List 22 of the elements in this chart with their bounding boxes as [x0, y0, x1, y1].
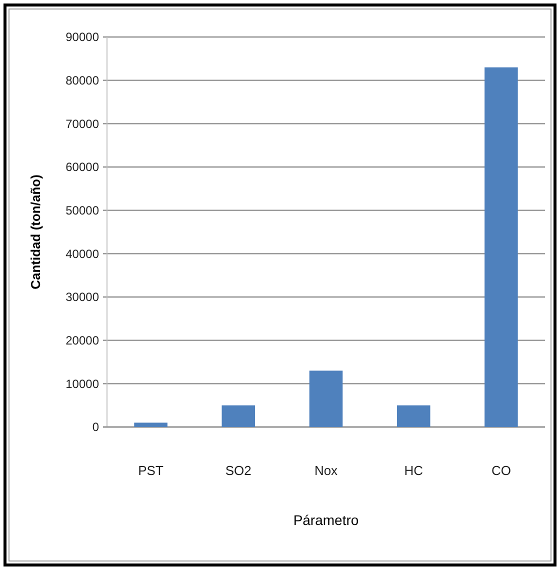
x-tick-label: HC [404, 463, 423, 478]
x-tick-label: SO2 [225, 463, 252, 478]
y-tick-label: 80000 [66, 74, 100, 88]
y-tick-label: 40000 [66, 246, 100, 261]
y-tick-label: 60000 [66, 160, 100, 174]
bar [134, 422, 168, 427]
y-tick-label: 70000 [66, 116, 100, 131]
x-tick-label: PST [138, 463, 164, 478]
y-tick-label: 10000 [66, 376, 100, 391]
y-tick-label: 30000 [66, 290, 100, 304]
x-tick-label: CO [491, 463, 511, 478]
y-tick-label: 50000 [66, 204, 100, 218]
y-axis-title: Cantidad (ton/año) [28, 174, 43, 290]
x-axis-title: Párametro [293, 512, 359, 528]
y-tick-label: 20000 [66, 334, 100, 348]
bar [484, 67, 518, 427]
bar [222, 405, 256, 427]
bar [396, 405, 430, 427]
y-tick-label: 0 [92, 420, 100, 434]
x-tick-label: Nox [314, 463, 338, 478]
bar [309, 370, 343, 427]
y-tick-label: 90000 [66, 30, 100, 44]
